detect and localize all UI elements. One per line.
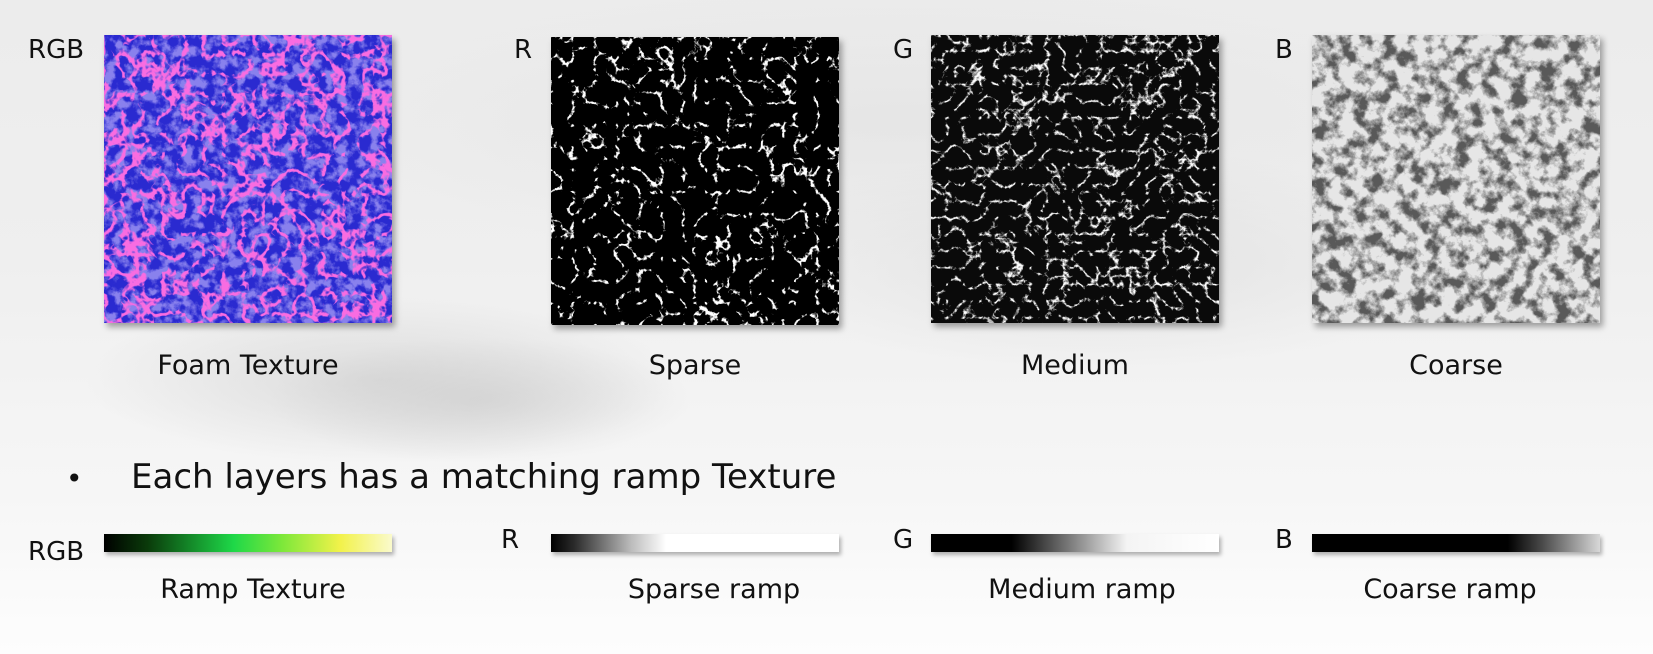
- medium-ramp-texture: [931, 534, 1219, 552]
- sparse-ramp-texture: [551, 534, 839, 552]
- caption-sparse: Sparse: [648, 350, 742, 381]
- medium-texture-image: [931, 35, 1219, 323]
- caption-medium: Medium: [1021, 350, 1129, 381]
- bullet-text: Each layers has a matching ramp Texture: [131, 457, 837, 497]
- caption-ramp-texture: Ramp Texture: [160, 574, 346, 605]
- ramp-channel-label-rgb: RGB: [28, 537, 85, 567]
- caption-coarse: Coarse: [1409, 350, 1503, 381]
- caption-foam-texture: Foam Texture: [157, 350, 339, 381]
- bullet-symbol: •: [66, 462, 83, 495]
- sparse-texture-image: [551, 37, 839, 325]
- bullet-point: •: [66, 457, 83, 499]
- channel-label-b: B: [1275, 35, 1293, 65]
- caption-medium-ramp: Medium ramp: [988, 574, 1176, 605]
- coarse-texture-image: [1312, 35, 1600, 323]
- caption-sparse-ramp: Sparse ramp: [627, 574, 801, 605]
- coarse-ramp-texture: [1312, 534, 1600, 552]
- foam-texture-image: [104, 35, 392, 323]
- channel-label-rgb: RGB: [28, 35, 85, 65]
- ramp-channel-label-r: R: [501, 525, 520, 555]
- ramp-channel-label-b: B: [1275, 525, 1293, 555]
- channel-label-g: G: [893, 35, 914, 65]
- ramp-channel-label-g: G: [893, 525, 914, 555]
- rgb-ramp-texture: [104, 534, 392, 552]
- channel-label-r: R: [514, 35, 533, 65]
- caption-coarse-ramp: Coarse ramp: [1363, 574, 1537, 605]
